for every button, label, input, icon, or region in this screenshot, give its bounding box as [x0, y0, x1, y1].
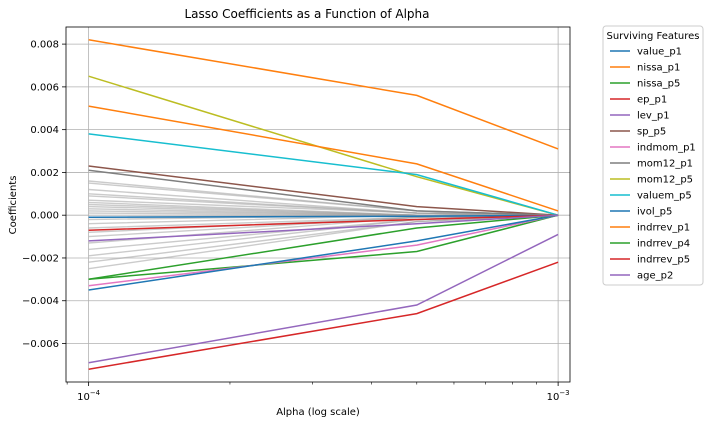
- series-line-indrrev-p5: [88, 214, 559, 231]
- legend-label: nissa_p5: [637, 79, 680, 90]
- legend: Surviving Features value_p1 nissa_p1nissa…: [602, 25, 704, 286]
- legend-title: Surviving Features: [606, 31, 699, 42]
- x-tick-label: 10−3: [547, 389, 570, 403]
- x-tick-label: 10−4: [77, 389, 101, 403]
- legend-label: mom12_p5: [637, 175, 693, 186]
- legend-label: indrrev_p1: [637, 223, 690, 234]
- legend-label: sp_p5: [637, 127, 666, 138]
- y-tick-label: 0.000: [30, 211, 59, 222]
- legend-label: valuem_p5: [637, 191, 692, 202]
- series-line-sp-p5: [88, 165, 559, 216]
- legend-label: indmom_p1: [637, 143, 696, 154]
- x-axis-title: Alpha (log scale): [276, 407, 360, 418]
- y-tick-label: −0.002: [22, 253, 59, 264]
- series-line-indrrev-p4: [88, 214, 559, 281]
- legend-label: mom12_p1: [637, 159, 693, 170]
- y-tick-label: 0.006: [30, 82, 59, 93]
- series-line-ivol-p5: [88, 214, 559, 291]
- series-line-lev-p1: [88, 233, 559, 364]
- y-axis-title: Coefficients: [8, 176, 19, 235]
- x-axis-ticks: 10−4 10−3: [66, 382, 570, 403]
- legend-items: value_p1 nissa_p1 nissa_p5 ep_p1 lev_p1 sp_p5…: [610, 47, 696, 282]
- series-line-mom12-p1: [88, 169, 559, 216]
- series-line-value-p1: [88, 214, 559, 219]
- y-axis-ticks: −0.006 −0.004 −0.002 0.000 0.002 0.004 0.006 0.…: [22, 40, 66, 350]
- series-line-valuem-p5: [88, 133, 559, 216]
- legend-label: indrrev_p5: [637, 255, 690, 266]
- series-lines: [88, 39, 559, 370]
- legend-box: [602, 25, 704, 286]
- series-line-indrrev-p1: [88, 105, 559, 212]
- legend-label: ivol_p5: [637, 207, 672, 218]
- legend-label: lev_p1: [637, 111, 670, 122]
- y-tick-label: 0.002: [30, 168, 59, 179]
- plot-frame: [65, 26, 571, 383]
- y-tick-label: −0.006: [22, 339, 59, 350]
- legend-label: indrrev_p4: [637, 239, 690, 250]
- series-line-ep-p1: [88, 261, 559, 370]
- legend-label: nissa_p1: [637, 63, 680, 74]
- y-tick-label: 0.004: [30, 125, 59, 136]
- series-line-nissa-p1: [88, 39, 559, 150]
- chart-title: Lasso Coefficients as a Function of Alph…: [184, 7, 429, 21]
- legend-label: age_p2: [637, 271, 673, 282]
- series-line-nissa-p5: [88, 214, 559, 281]
- series-line-indmom-p1: [88, 214, 559, 287]
- series-line-age-p2: [88, 214, 559, 242]
- legend-label: ep_p1: [637, 95, 667, 106]
- legend-label: value_p1: [637, 47, 682, 58]
- y-tick-label: −0.004: [22, 296, 59, 307]
- y-tick-label: 0.008: [30, 40, 59, 51]
